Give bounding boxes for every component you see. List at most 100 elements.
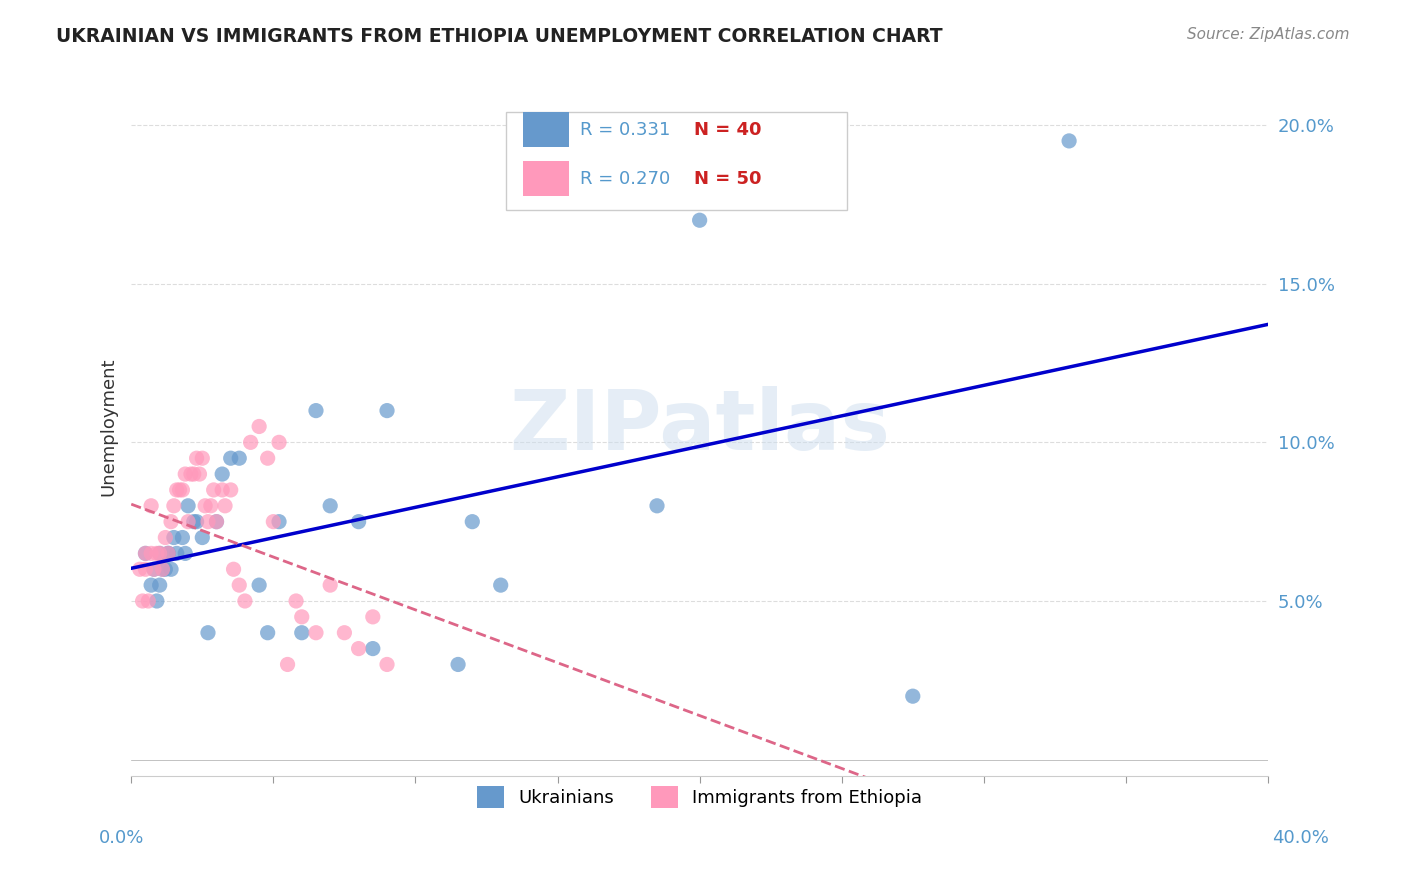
Point [219, 451, 242, 466]
Point [160, 515, 183, 529]
Point [152, 562, 174, 576]
Point [155, 562, 177, 576]
Bar [506, 112, 848, 211]
Point [233, 594, 256, 608]
Point [291, 625, 314, 640]
Point [228, 578, 250, 592]
Point [214, 499, 236, 513]
Point [197, 625, 219, 640]
Point [172, 483, 194, 497]
Point [146, 594, 169, 608]
Point [134, 546, 156, 560]
Point [194, 499, 217, 513]
Point [191, 531, 214, 545]
FancyBboxPatch shape [523, 112, 569, 147]
Point [186, 515, 208, 529]
Point [160, 562, 183, 576]
Point [166, 483, 188, 497]
Point [1057, 134, 1080, 148]
Point [219, 483, 242, 497]
Point [157, 546, 180, 560]
Point [180, 467, 202, 481]
Point [136, 594, 159, 608]
Point [205, 515, 228, 529]
Point [172, 531, 194, 545]
Text: UKRAINIAN VS IMMIGRANTS FROM ETHIOPIA UNEMPLOYMENT CORRELATION CHART: UKRAINIAN VS IMMIGRANTS FROM ETHIOPIA UN… [56, 27, 943, 45]
Point [375, 403, 398, 417]
Point [186, 451, 208, 466]
Text: N = 40: N = 40 [695, 120, 762, 139]
Point [152, 562, 174, 576]
Text: R = 0.270: R = 0.270 [581, 169, 671, 187]
Point [689, 213, 711, 227]
Point [645, 499, 668, 513]
Point [128, 562, 150, 576]
Point [197, 515, 219, 529]
Point [361, 641, 384, 656]
Point [319, 499, 342, 513]
Point [461, 515, 484, 529]
Point [222, 562, 245, 576]
Point [262, 515, 284, 529]
Point [177, 499, 200, 513]
Point [205, 515, 228, 529]
Point [319, 578, 342, 592]
Text: N = 50: N = 50 [695, 169, 762, 187]
Point [267, 515, 290, 529]
Point [163, 499, 186, 513]
Point [163, 531, 186, 545]
Text: 0.0%: 0.0% [98, 829, 143, 847]
Point [375, 657, 398, 672]
Point [202, 483, 225, 497]
Point [169, 483, 191, 497]
Point [211, 483, 233, 497]
Point [149, 546, 172, 560]
FancyBboxPatch shape [523, 161, 569, 196]
Point [247, 578, 270, 592]
Point [277, 657, 299, 672]
Point [188, 467, 211, 481]
Legend: Ukrainians, Immigrants from Ethiopia: Ukrainians, Immigrants from Ethiopia [470, 779, 929, 815]
Point [177, 515, 200, 529]
Point [146, 546, 169, 560]
Point [267, 435, 290, 450]
Point [256, 451, 278, 466]
Point [347, 641, 370, 656]
Point [200, 499, 222, 513]
Point [166, 546, 188, 560]
Point [139, 578, 162, 592]
Point [489, 578, 512, 592]
Point [347, 515, 370, 529]
Text: Source: ZipAtlas.com: Source: ZipAtlas.com [1187, 27, 1350, 42]
Point [143, 562, 166, 576]
Point [191, 451, 214, 466]
Point [183, 515, 205, 529]
Point [247, 419, 270, 434]
Text: ZIPatlas: ZIPatlas [509, 386, 890, 467]
Point [174, 546, 197, 560]
Point [155, 531, 177, 545]
Point [333, 625, 356, 640]
Point [447, 657, 470, 672]
Point [157, 546, 180, 560]
Point [239, 435, 262, 450]
Point [228, 451, 250, 466]
Point [305, 625, 328, 640]
Point [291, 610, 314, 624]
Point [174, 467, 197, 481]
Point [183, 467, 205, 481]
Point [149, 546, 172, 560]
Point [134, 546, 156, 560]
Point [901, 689, 924, 703]
Y-axis label: Unemployment: Unemployment [100, 357, 117, 496]
Point [131, 594, 153, 608]
Text: R = 0.331: R = 0.331 [581, 120, 671, 139]
Point [285, 594, 308, 608]
Point [143, 562, 166, 576]
Point [211, 467, 233, 481]
Point [139, 499, 162, 513]
Text: 40.0%: 40.0% [1272, 829, 1329, 847]
Point [134, 562, 156, 576]
Point [361, 610, 384, 624]
Point [157, 546, 180, 560]
